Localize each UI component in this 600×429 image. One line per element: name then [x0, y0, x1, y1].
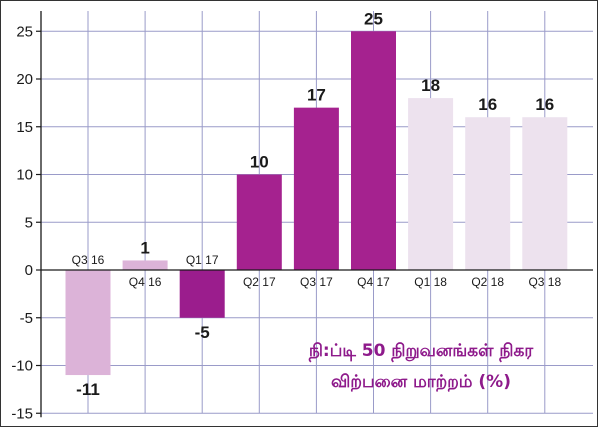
- data-label: 17: [307, 86, 326, 105]
- bar-q4-17: [351, 31, 396, 270]
- x-tick-label: Q2 17: [243, 275, 276, 289]
- bar-q2-17: [236, 174, 282, 270]
- y-tick-label: 25: [16, 23, 33, 40]
- bars: [65, 31, 568, 376]
- y-tick-label: 0: [25, 262, 33, 279]
- data-label: 16: [535, 95, 554, 114]
- y-tick-label: 20: [16, 71, 33, 88]
- y-tick-label: -15: [11, 405, 33, 422]
- x-tick-label: Q1 18: [414, 275, 447, 289]
- bar-q4-16: [122, 260, 168, 270]
- x-tick-label: Q4 17: [357, 275, 390, 289]
- y-tick-label: 10: [16, 167, 33, 184]
- y-tick-label: 15: [16, 119, 33, 136]
- y-tick-label: -5: [20, 310, 33, 327]
- x-tick-label: Q3 16: [72, 253, 105, 267]
- chart-title-line-1: நி:ப்டி 50 நிறுவனங்கள் நிகர: [308, 341, 534, 363]
- bar-q1-17: [179, 270, 225, 318]
- data-label: -11: [76, 380, 100, 399]
- chart-title-line-2: விற்பனை மாற்றம் (%): [331, 372, 511, 392]
- y-tick-label: -10: [11, 358, 33, 375]
- data-label: 10: [250, 153, 269, 172]
- x-tick-label: Q1 17: [186, 253, 219, 267]
- x-tick-label: Q3 17: [300, 275, 333, 289]
- data-label: 18: [421, 76, 440, 95]
- data-label: 16: [478, 95, 497, 114]
- y-tick-label: 5: [25, 214, 33, 231]
- bar-q1-18: [408, 98, 454, 270]
- axes: [36, 11, 593, 418]
- bar-q2-18: [465, 117, 511, 270]
- data-label: -5: [195, 323, 210, 342]
- bar-q3-17: [293, 107, 339, 271]
- labels: -15 -10 -5 0 5 10 15 20 25 Q3 16 Q4 16 Q1 17 Q2 17 Q3…: [11, 9, 561, 422]
- data-label: 1: [140, 238, 149, 257]
- x-tick-label: Q2 18: [471, 275, 504, 289]
- bar-q3-16: [65, 270, 111, 376]
- bar-q3-18: [522, 117, 568, 270]
- data-label: 25: [364, 9, 383, 28]
- x-tick-label: Q3 18: [528, 275, 561, 289]
- x-tick-label: Q4 16: [129, 275, 162, 289]
